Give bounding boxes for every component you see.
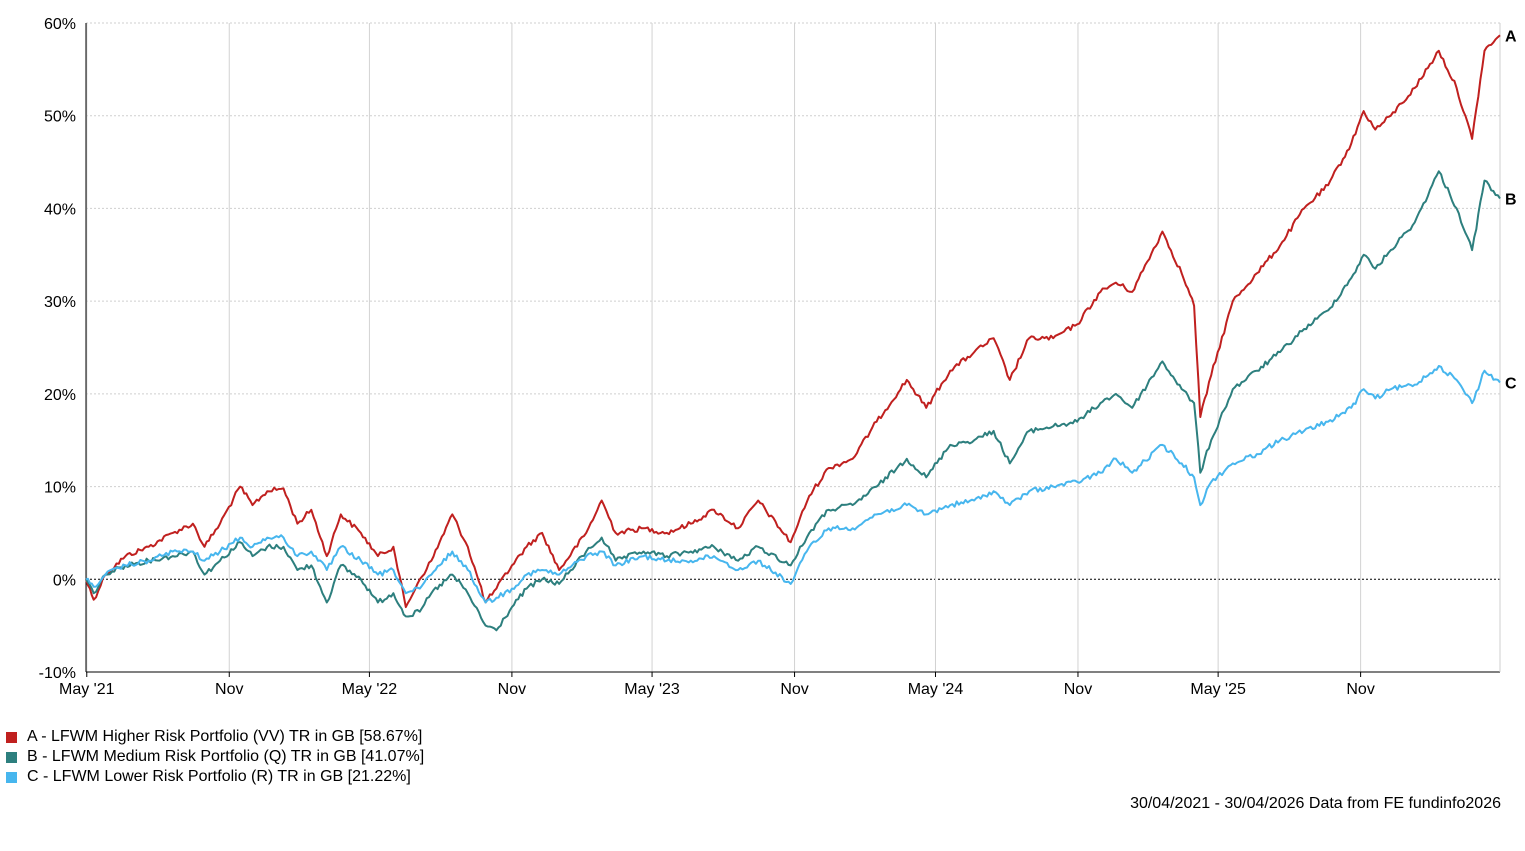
legend-item-a: A - LFWM Higher Risk Portfolio (VV) TR i…	[6, 727, 424, 747]
x-tick-label: May '25	[1190, 681, 1246, 698]
tick-labels: -10% 0% 10% 20% 30% 40% 50% 60% May '21 Nov May '2…	[39, 16, 1517, 698]
x-tick-label: Nov	[498, 681, 526, 698]
series-end-label-c: C	[1505, 376, 1517, 393]
legend: A - LFWM Higher Risk Portfolio (VV) TR i…	[6, 727, 424, 787]
series-line-a	[85, 34, 1501, 609]
data-source-footer: 30/04/2021 - 30/04/2026 Data from FE fun…	[1130, 795, 1501, 812]
x-tick-label: May '23	[624, 681, 680, 698]
x-tick-label: Nov	[215, 681, 243, 698]
x-tick-label: May '24	[908, 681, 964, 698]
y-tick-label: 10%	[44, 480, 76, 497]
y-tick-label: 30%	[44, 294, 76, 311]
grid	[86, 22, 1500, 672]
series-end-label-a: A	[1505, 28, 1517, 45]
legend-swatch-a	[6, 731, 17, 743]
series-line-c	[85, 365, 1501, 604]
y-tick-label: 50%	[44, 109, 76, 126]
x-tick-label: Nov	[1346, 681, 1374, 698]
x-tick-label: Nov	[1064, 681, 1092, 698]
axes	[85, 23, 1501, 677]
x-tick-label: Nov	[780, 681, 808, 698]
y-tick-label: 40%	[44, 201, 76, 218]
legend-swatch-c	[6, 771, 17, 783]
series-line-b	[85, 170, 1501, 632]
legend-item-b: B - LFWM Medium Risk Portfolio (Q) TR in…	[6, 747, 424, 767]
y-tick-label: 60%	[44, 16, 76, 33]
legend-label-b: B - LFWM Medium Risk Portfolio (Q) TR in…	[27, 748, 425, 765]
y-tick-label: 0%	[53, 572, 76, 589]
y-tick-label: -10%	[39, 665, 76, 682]
legend-label-c: C - LFWM Lower Risk Portfolio (R) TR in …	[27, 768, 411, 785]
series-end-label-b: B	[1505, 192, 1517, 209]
x-tick-label: May '22	[342, 681, 398, 698]
x-tick-label: May '21	[59, 681, 115, 698]
y-tick-label: 20%	[44, 387, 76, 404]
legend-item-c: C - LFWM Lower Risk Portfolio (R) TR in …	[6, 767, 424, 787]
legend-label-a: A - LFWM Higher Risk Portfolio (VV) TR i…	[27, 728, 423, 745]
series-lines	[85, 34, 1501, 632]
legend-swatch-b	[6, 751, 17, 763]
